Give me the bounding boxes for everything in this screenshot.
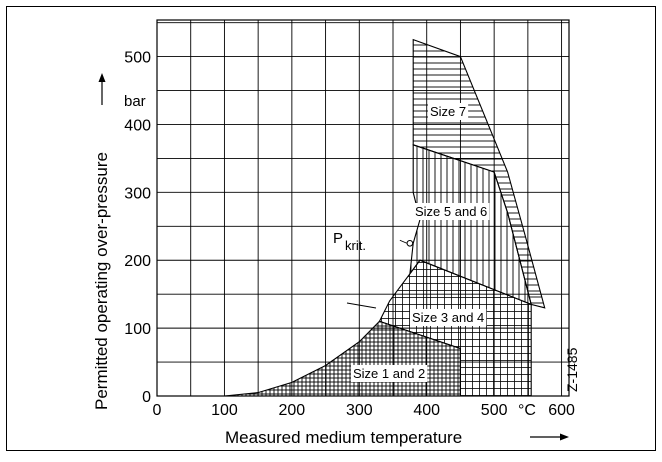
x-tick-label: 0 (153, 402, 162, 419)
region-label-bg (410, 309, 487, 326)
critical-point-marker (406, 239, 414, 247)
outer-border (6, 6, 656, 451)
y-tick-label: 400 (124, 117, 151, 134)
x-axis-arrow-icon (560, 433, 569, 441)
region-label-bg (351, 365, 428, 382)
y-axis-title: Permitted operating over-pressure bar (92, 73, 146, 410)
x-tick-label: 200 (279, 402, 306, 419)
region-label-text: Size 3 and 4 (412, 310, 484, 325)
label-size-3-and-4: Size 3 and 4 (410, 309, 487, 326)
region-label-bg (413, 203, 490, 220)
x-tick-label: 300 (346, 402, 373, 419)
x-axis-label: Measured medium temperature (225, 428, 462, 447)
region-labels: Size 1 and 2 Size 3 and 4 Size 5 and 6 Size… (333, 103, 490, 382)
figure-code: Z-1485 (564, 347, 580, 392)
y-tick-label: 500 (124, 50, 151, 67)
region-label-text: Size 5 and 6 (415, 204, 487, 219)
critical-point-symbol: P (333, 230, 343, 247)
region-label-text: Size 1 and 2 (353, 366, 425, 381)
y-tick-label: 200 (124, 253, 151, 270)
size-regions (224, 38, 546, 397)
y-tick-label: 300 (124, 185, 151, 202)
critical-point-subscript: krit. (345, 238, 366, 253)
y-axis-label: Permitted operating over-pressure (92, 152, 111, 410)
label-size-5-and-6: Size 5 and 6 (413, 203, 490, 220)
size-3-4-leader-line (346, 302, 377, 309)
x-tick-label: 600 (548, 402, 575, 419)
critical-point-leader (399, 239, 408, 244)
y-tick-label: 100 (124, 321, 151, 338)
x-tick-label: 100 (211, 402, 238, 419)
x-tick-label: 500 (481, 402, 508, 419)
axes: 0 100 200 300 400 500 600 0 100 200 300 400 500 (124, 50, 575, 419)
label-size-1-and-2: Size 1 and 2 (351, 365, 428, 382)
y-axis-arrow-icon (98, 73, 106, 82)
x-axis-title: Measured medium temperature °C (225, 402, 569, 447)
y-axis-unit: bar (124, 93, 146, 110)
x-tick-label: 400 (413, 402, 440, 419)
region-label-text: Size 7 (430, 104, 466, 119)
y-tick-label: 0 (142, 389, 151, 406)
region-label-bg (428, 103, 469, 120)
x-axis-unit: °C (518, 402, 536, 419)
label-size-7: Size 7 (428, 103, 469, 120)
